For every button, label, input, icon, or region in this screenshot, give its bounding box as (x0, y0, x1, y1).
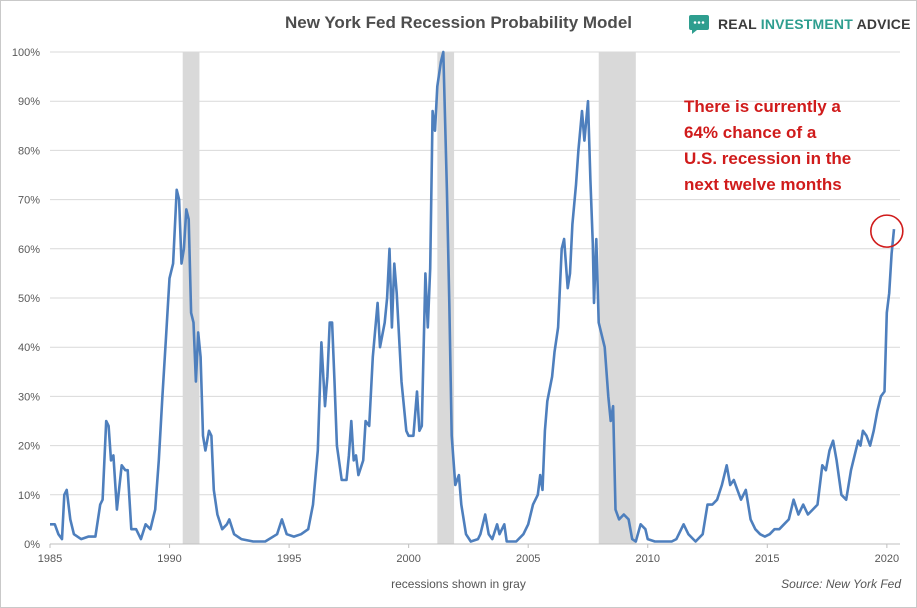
chart-title: New York Fed Recession Probability Model (284, 13, 632, 32)
y-tick-label: 30% (18, 391, 40, 403)
x-tick-label: 1990 (157, 553, 181, 565)
x-tick-label: 2000 (396, 553, 420, 565)
x-tick-label: 1985 (38, 553, 62, 565)
callout-line-1: There is currently a (684, 97, 841, 116)
y-tick-label: 90% (18, 96, 40, 108)
callout-line-3: U.S. recession in the (684, 149, 852, 168)
y-tick-label: 20% (18, 441, 40, 453)
x-tick-label: 2015 (755, 553, 779, 565)
callout-text: There is currently a 64% chance of a U.S… (684, 94, 884, 198)
y-tick-label: 70% (18, 195, 40, 207)
source-note: Source: New York Fed (781, 577, 901, 591)
x-axis-caption: recessions shown in gray (391, 577, 526, 591)
logo-wordmark: REAL INVESTMENT ADVICE (718, 16, 911, 32)
series-line (50, 50, 896, 543)
x-tick-label: 2005 (516, 553, 540, 565)
y-tick-label: 10% (18, 490, 40, 502)
speech-bubble-icon (689, 15, 709, 34)
x-tick-label: 2020 (875, 553, 899, 565)
logo-word-investment: INVESTMENT (760, 16, 857, 32)
callout-line-4: next twelve months (684, 175, 842, 194)
y-tick-label: 0% (24, 539, 40, 551)
y-tick-label: 40% (18, 342, 40, 354)
logo-word-real: REAL (718, 16, 761, 32)
highlight-circle (870, 214, 904, 248)
callout-line-2: 64% chance of a (684, 123, 817, 142)
x-tick-label: 2010 (636, 553, 660, 565)
logo-word-advice: ADVICE (856, 16, 911, 32)
y-tick-label: 80% (18, 145, 40, 157)
y-tick-label: 100% (12, 47, 40, 59)
y-tick-label: 50% (18, 293, 40, 305)
y-tick-label: 60% (18, 244, 40, 256)
brand-logo: REAL INVESTMENT ADVICE (688, 12, 911, 36)
x-tick-label: 1995 (277, 553, 301, 565)
